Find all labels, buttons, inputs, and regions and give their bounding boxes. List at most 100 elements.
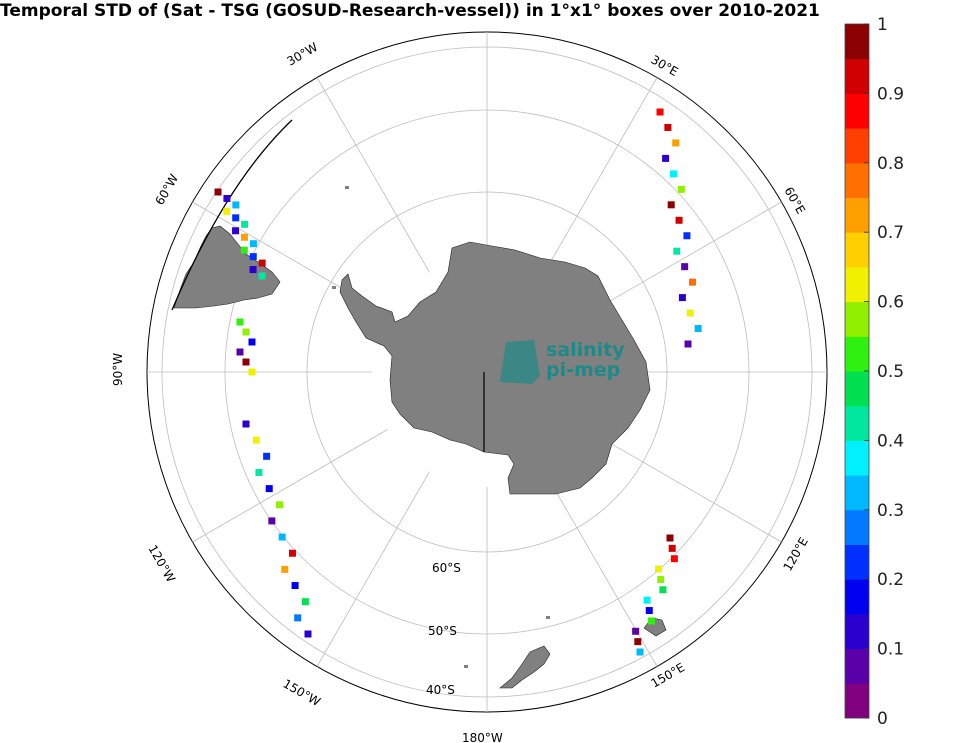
std-cell [305, 631, 312, 638]
longitude-label: 150°W [281, 676, 323, 709]
std-cell [243, 329, 250, 336]
std-cell [237, 349, 244, 356]
colorbar-tick-label: 0.3 [877, 501, 904, 521]
std-cell [276, 501, 283, 508]
std-cell [669, 545, 676, 552]
std-cell [657, 576, 664, 583]
colorbar-segment [845, 579, 869, 614]
colorbar-tick-label: 0.6 [877, 293, 904, 313]
std-cell [687, 310, 694, 317]
std-cell [672, 139, 679, 146]
colorbar-segment [845, 649, 869, 684]
colorbar-segment [845, 545, 869, 580]
logo-text-salinity: salinity [546, 339, 625, 361]
colorbar-tick-label: 0.7 [877, 223, 904, 243]
colorbar: 10.90.80.70.60.50.40.30.20.10 [845, 15, 904, 729]
std-cell [644, 597, 651, 604]
std-cell [223, 195, 230, 202]
std-cell [302, 598, 309, 605]
std-cell [634, 638, 641, 645]
std-cell [223, 208, 230, 215]
std-cell [683, 232, 690, 239]
std-cell [632, 628, 639, 635]
std-cell [281, 566, 288, 573]
std-cell [673, 248, 680, 255]
std-cell [662, 155, 669, 162]
std-cell [243, 359, 250, 366]
latitude-label: 60°S [432, 561, 461, 575]
colorbar-segment [845, 93, 869, 128]
latitude-label: 40°S [426, 683, 455, 697]
std-cell [237, 319, 244, 326]
std-cell [268, 517, 275, 524]
small-island [464, 665, 468, 668]
std-cell [671, 555, 678, 562]
colorbar-segment [845, 163, 869, 198]
std-cell [678, 186, 685, 193]
std-cell [215, 189, 222, 196]
std-cell [670, 170, 677, 177]
std-cell [250, 253, 257, 260]
colorbar-segment [845, 198, 869, 233]
longitude-label: 90°W [111, 353, 125, 386]
std-cell [655, 566, 662, 573]
logo-text-pimep: pi-mep [546, 359, 620, 381]
colorbar-segment [845, 24, 869, 59]
std-cell [259, 273, 266, 280]
std-cell [685, 341, 692, 348]
std-cell [241, 234, 248, 241]
colorbar-tick-label: 0.1 [877, 640, 904, 660]
longitude-label: 120°W [145, 543, 178, 585]
small-island [345, 186, 349, 189]
std-cell [263, 453, 270, 460]
std-cell [657, 109, 664, 116]
std-cell [232, 214, 239, 221]
std-cell [294, 614, 301, 621]
colorbar-tick-label: 0 [877, 709, 888, 729]
colorbar-segment [845, 59, 869, 94]
small-island [332, 286, 336, 289]
std-cell [659, 586, 666, 593]
colorbar-segment [845, 128, 869, 163]
std-cell [279, 534, 286, 541]
colorbar-segment [845, 371, 869, 406]
std-cell [255, 469, 262, 476]
colorbar-tick-label: 0.4 [877, 431, 904, 451]
std-cell [689, 279, 696, 286]
colorbar-tick-label: 0.9 [877, 84, 904, 104]
colorbar-tick-label: 0.5 [877, 362, 904, 382]
std-cell [253, 437, 260, 444]
longitude-label: 120°E [780, 535, 810, 574]
longitude-label: 30°W [285, 40, 321, 69]
std-cell [249, 369, 256, 376]
std-cell [250, 240, 257, 247]
std-cell [249, 339, 256, 346]
std-cell [292, 582, 299, 589]
std-cell [241, 221, 248, 228]
map-title: Temporal STD of (Sat - TSG (GOSUD-Resear… [0, 0, 967, 22]
colorbar-segment [845, 267, 869, 302]
longitude-label: 180°W [462, 731, 503, 743]
std-cell [266, 485, 273, 492]
std-cell [243, 421, 250, 428]
std-cell [232, 201, 239, 208]
colorbar-segment [845, 683, 869, 718]
std-cell [668, 201, 675, 208]
small-island [546, 616, 550, 619]
std-cell [664, 124, 671, 131]
colorbar-segment [845, 440, 869, 475]
colorbar-segment [845, 614, 869, 649]
colorbar-segment [845, 302, 869, 337]
std-cell [667, 535, 674, 542]
colorbar-tick-label: 0.2 [877, 570, 904, 590]
colorbar-segment [845, 406, 869, 441]
std-cell [695, 325, 702, 332]
std-cell [637, 649, 644, 656]
colorbar-tick-label: 0.8 [877, 154, 904, 174]
colorbar-segment [845, 475, 869, 510]
colorbar-segment [845, 232, 869, 267]
std-cell [250, 266, 257, 273]
std-cell [259, 260, 266, 267]
std-cell [681, 263, 688, 270]
